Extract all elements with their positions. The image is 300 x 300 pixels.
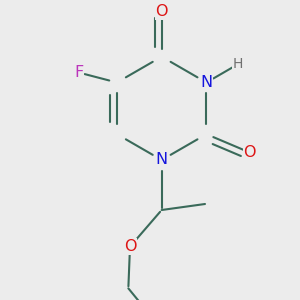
Text: O: O xyxy=(244,145,256,160)
Text: O: O xyxy=(124,239,136,254)
Text: O: O xyxy=(155,4,168,19)
Text: N: N xyxy=(200,75,212,90)
Text: H: H xyxy=(233,57,243,71)
Text: N: N xyxy=(156,152,168,167)
Text: F: F xyxy=(74,65,83,80)
